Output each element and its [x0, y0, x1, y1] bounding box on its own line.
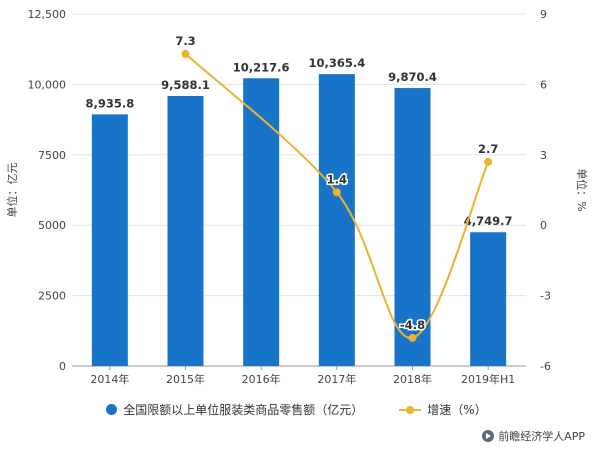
- y-right-axis-title: 单位：%: [575, 168, 589, 211]
- line-point: [408, 333, 417, 342]
- legend-item-bar[interactable]: 全国限额以上单位服装类商品零售额（亿元）: [106, 401, 363, 418]
- y-right-tick-label: -3: [540, 290, 551, 303]
- x-tick-label: 2018年: [393, 372, 432, 386]
- bar-value-label: 10,217.6: [233, 60, 290, 74]
- line-value-label: 2.7: [478, 142, 498, 156]
- y-right-tick-label: -6: [540, 360, 551, 373]
- legend-line-marker: [399, 404, 422, 416]
- y-axis-title: 单位：亿元: [5, 163, 19, 218]
- y-tick-label: 7500: [38, 149, 66, 162]
- watermark-text: 前瞻经济学人APP: [498, 430, 585, 443]
- legend-bar-label: 全国限额以上单位服装类商品零售额（亿元）: [123, 403, 364, 417]
- x-tick-label: 2015年: [166, 372, 205, 386]
- legend-line-label: 增速（%）: [427, 403, 487, 417]
- line-value-label: -4.8: [400, 318, 425, 332]
- y-right-tick-label: 6: [540, 78, 547, 91]
- bar-value-label: 4,749.7: [464, 214, 513, 228]
- legend-bar-marker: [106, 404, 118, 415]
- bar: [394, 88, 431, 367]
- x-tick-label: 2016年: [242, 372, 281, 386]
- y-right-tick-label: 3: [540, 149, 547, 162]
- bar-value-label: 9,588.1: [161, 78, 210, 92]
- chart-legend: 全国限额以上单位服装类商品零售额（亿元） 增速（%）: [0, 401, 593, 418]
- y-tick-label: 0: [59, 360, 66, 373]
- y-right-tick-label: 0: [540, 219, 547, 232]
- bar: [470, 232, 507, 366]
- y-tick-label: 10,000: [28, 78, 67, 91]
- bar-value-label: 9,870.4: [388, 70, 437, 84]
- y-tick-label: 2500: [38, 290, 66, 303]
- x-tick-label: 2014年: [90, 372, 129, 386]
- bar: [167, 95, 204, 366]
- watermark: 前瞻经济学人APP: [482, 428, 585, 444]
- legend-item-line[interactable]: 增速（%）: [399, 401, 487, 418]
- line-value-label: 1.4: [327, 172, 347, 186]
- y-tick-label: 12,500: [28, 8, 67, 21]
- line-point: [181, 49, 190, 58]
- bar: [318, 74, 355, 366]
- play-logo-icon: [482, 430, 495, 442]
- line-point: [332, 188, 341, 197]
- line-value-label: 7.3: [175, 34, 195, 48]
- x-tick-label: 2019年H1: [461, 372, 515, 386]
- bar-value-label: 8,935.8: [85, 96, 134, 110]
- bar: [243, 78, 280, 366]
- y-right-tick-label: 9: [540, 8, 547, 21]
- line-point: [484, 157, 493, 166]
- growth-line: [184, 53, 490, 339]
- bar: [91, 114, 128, 366]
- bar-value-label: 10,365.4: [308, 56, 365, 70]
- y-tick-label: 5000: [38, 219, 66, 232]
- x-tick-label: 2017年: [317, 372, 356, 386]
